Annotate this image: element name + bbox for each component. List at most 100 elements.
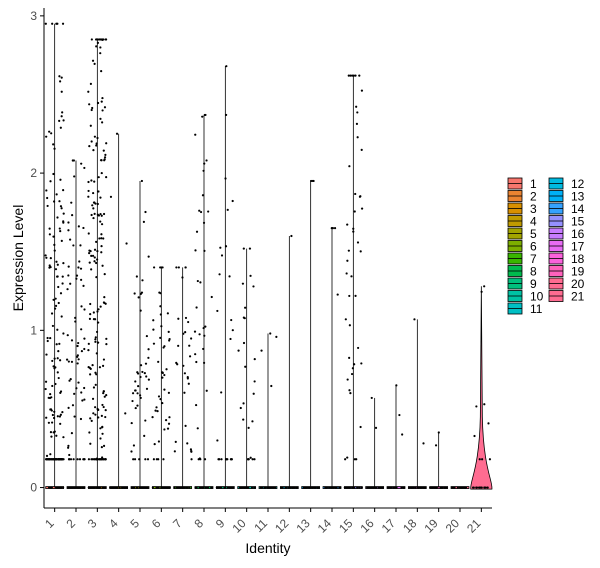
point <box>413 318 416 321</box>
point <box>357 346 360 350</box>
point <box>130 421 133 425</box>
legend-label: 17 <box>571 240 585 254</box>
legend-label: 10 <box>530 290 544 304</box>
point <box>96 249 99 253</box>
point <box>105 343 108 346</box>
point <box>57 285 60 289</box>
point <box>202 347 205 351</box>
point <box>352 230 355 233</box>
point <box>195 360 198 364</box>
point <box>224 245 228 248</box>
point <box>184 266 187 269</box>
point <box>69 282 72 285</box>
point <box>408 486 412 489</box>
point <box>176 486 179 489</box>
point <box>274 486 277 489</box>
point <box>196 279 199 283</box>
point <box>160 266 163 269</box>
point <box>194 486 197 489</box>
point <box>83 347 86 351</box>
point <box>351 74 354 77</box>
point <box>55 343 58 346</box>
point <box>473 434 476 438</box>
point <box>195 306 198 309</box>
x-tick-label: 1 <box>42 516 57 531</box>
point <box>97 308 100 311</box>
point <box>83 337 86 340</box>
point <box>352 227 355 230</box>
point <box>188 486 191 489</box>
point <box>77 486 80 489</box>
point <box>247 458 250 461</box>
violin-6 <box>151 267 171 489</box>
legend-label: 6 <box>530 240 537 254</box>
point <box>173 486 176 489</box>
point <box>252 392 255 395</box>
point <box>237 349 240 352</box>
point <box>348 389 351 392</box>
point <box>56 328 59 331</box>
point <box>90 179 93 182</box>
point <box>101 426 104 429</box>
point <box>360 89 364 92</box>
legend-item-3: 3 <box>507 202 537 216</box>
point <box>50 132 53 135</box>
point <box>344 318 347 321</box>
point <box>102 358 106 361</box>
point <box>216 439 219 442</box>
point <box>358 486 361 489</box>
point <box>67 406 70 410</box>
point <box>93 62 96 65</box>
violin-2 <box>66 160 86 489</box>
point <box>51 413 54 417</box>
point <box>101 456 104 459</box>
point <box>54 382 57 386</box>
point <box>57 349 60 353</box>
point <box>395 486 398 489</box>
point <box>138 458 141 461</box>
point <box>477 486 481 489</box>
point <box>81 399 84 402</box>
point <box>60 315 63 318</box>
point <box>45 353 48 356</box>
point <box>367 486 370 489</box>
point <box>103 395 106 398</box>
point <box>443 486 446 489</box>
legend-item-10: 10 <box>507 290 544 304</box>
point <box>88 103 91 106</box>
point <box>249 456 252 459</box>
point <box>186 377 189 380</box>
point <box>90 140 93 143</box>
point <box>100 233 103 236</box>
point <box>100 214 103 217</box>
point <box>350 372 354 376</box>
point <box>304 486 307 489</box>
x-tick-label: 17 <box>379 516 399 536</box>
point <box>97 190 100 193</box>
point <box>66 334 69 337</box>
point <box>96 310 99 313</box>
point <box>242 247 245 250</box>
point <box>166 486 169 489</box>
point <box>139 292 142 295</box>
point <box>61 282 64 285</box>
point <box>101 96 104 100</box>
point <box>95 330 99 334</box>
point <box>103 273 106 276</box>
point <box>61 22 65 25</box>
x-tick-label: 14 <box>315 516 335 536</box>
point <box>215 486 218 489</box>
point <box>354 294 357 298</box>
x-tick-label: 7 <box>170 516 185 531</box>
point <box>147 348 150 351</box>
point <box>99 46 102 49</box>
point <box>49 180 52 183</box>
point <box>142 486 146 489</box>
point <box>395 384 398 387</box>
legend-item-11: 11 <box>507 302 543 316</box>
point <box>90 38 93 41</box>
point <box>253 358 256 361</box>
legend-label: 8 <box>530 265 537 279</box>
point <box>177 317 180 320</box>
legend-item-7: 7 <box>507 252 537 266</box>
